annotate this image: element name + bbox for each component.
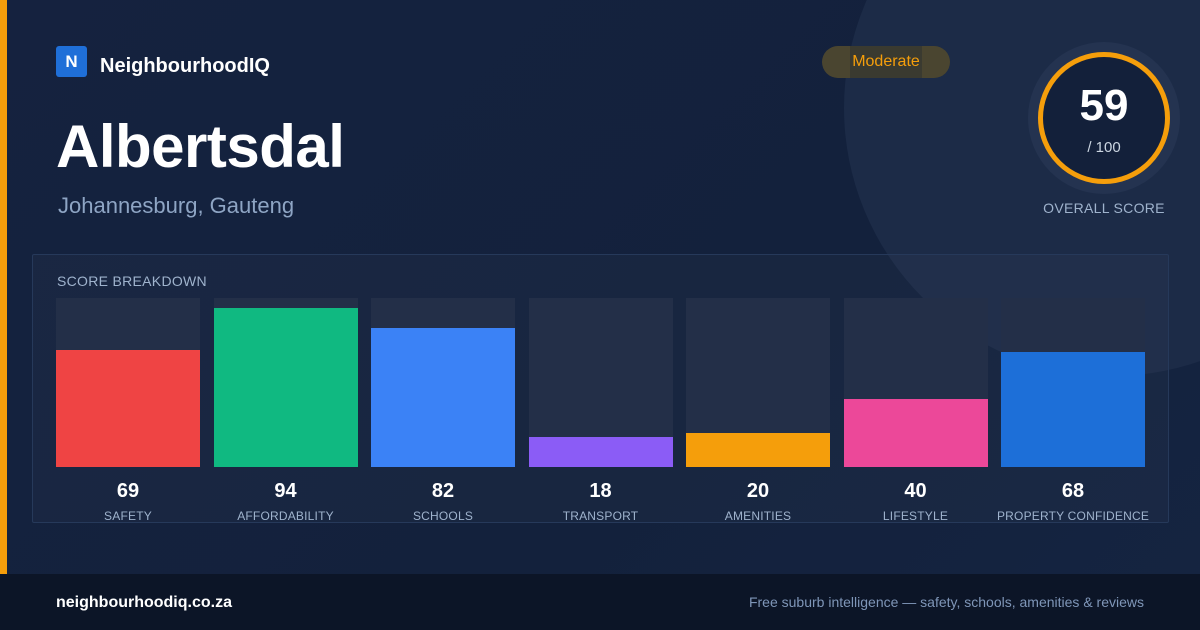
bar-value-label: 40	[904, 480, 927, 502]
bar-value-label: 69	[116, 480, 140, 502]
footer-tagline: Free suburb intelligence — safety, schoo…	[748, 594, 1144, 610]
bar-track	[1001, 298, 1145, 467]
bar-value-label: 18	[589, 480, 612, 502]
suburb-title: Albertsdal	[56, 113, 345, 180]
bar	[1001, 352, 1145, 467]
bar-category-label: SAFETY	[104, 509, 152, 523]
bar	[213, 308, 358, 467]
accent-stripe	[0, 0, 7, 574]
bar-value-label: 68	[1061, 480, 1085, 502]
rating-badge-label: Moderate	[852, 53, 920, 70]
score-breakdown-panel: SCORE BREAKDOWN 69 SAFETY 94 AFFORDABILITY 8…	[32, 254, 1169, 523]
score-breakdown-title: SCORE BREAKDOWN	[57, 273, 207, 289]
bar	[528, 436, 673, 467]
bar-category-label: AMENITIES	[724, 509, 792, 523]
footer: neighbourhoodiq.co.za Free suburb intell…	[0, 574, 1200, 630]
bar-category-label: TRANSPORT	[562, 509, 639, 523]
brand[interactable]: N NeighbourhoodIQ	[56, 46, 270, 77]
footer-domain-link[interactable]: neighbourhoodiq.co.za	[56, 594, 232, 611]
bar-track	[528, 298, 673, 467]
bar	[686, 433, 830, 467]
brand-logo-icon: N	[56, 46, 87, 77]
brand-name: NeighbourhoodIQ	[100, 55, 270, 77]
bar-track	[56, 298, 200, 467]
bar-category-label: LIFESTYLE	[882, 509, 949, 523]
bar-track	[213, 298, 358, 467]
bar	[56, 350, 200, 467]
rating-badge: Moderate	[822, 46, 950, 78]
suburb-location: Johannesburg, Gauteng	[58, 193, 295, 218]
bar-category-label: AFFORDABILITY	[237, 509, 334, 523]
overall-score-caption: OVERALL SCORE	[1043, 200, 1165, 216]
bar-track	[371, 298, 515, 467]
overall-score-max: / 100	[1087, 139, 1121, 156]
bar-track	[843, 298, 988, 467]
bar-category-label: PROPERTY CONFIDENCE	[996, 509, 1150, 523]
bar-value-label: 94	[274, 480, 297, 502]
bar-value-label: 82	[431, 480, 455, 502]
overall-score-ring: 59 / 100	[1028, 42, 1180, 194]
bar	[843, 399, 988, 467]
overall-score-value: 59	[1079, 81, 1129, 130]
bar-value-label: 20	[746, 480, 770, 502]
overall-score-ring-inner: 59 / 100	[1038, 52, 1170, 184]
bar	[371, 328, 515, 467]
bar-track	[686, 298, 830, 467]
bar-category-label: SCHOOLS	[412, 509, 474, 523]
